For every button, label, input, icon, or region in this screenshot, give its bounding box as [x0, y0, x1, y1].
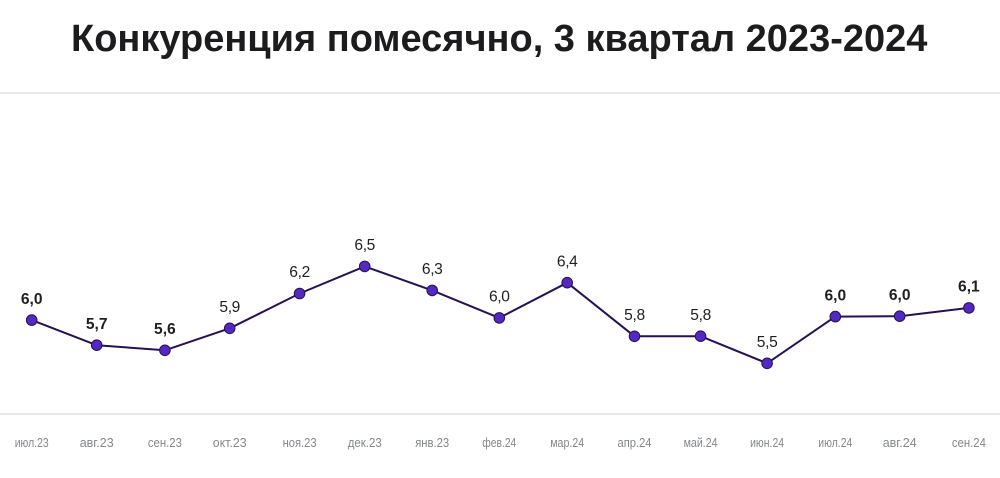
svg-text:6,4: 6,4 — [557, 253, 578, 270]
svg-text:6,3: 6,3 — [422, 261, 443, 278]
svg-text:6,0: 6,0 — [889, 287, 911, 304]
svg-text:сен.23: сен.23 — [148, 436, 182, 450]
svg-text:апр.24: апр.24 — [618, 436, 652, 450]
svg-text:6,1: 6,1 — [958, 279, 980, 296]
svg-text:май.24: май.24 — [684, 436, 718, 450]
svg-text:мар.24: мар.24 — [550, 436, 584, 450]
svg-text:дек.23: дек.23 — [348, 436, 382, 450]
svg-text:5,5: 5,5 — [757, 334, 778, 351]
svg-text:янв.23: янв.23 — [415, 436, 449, 450]
svg-text:6,2: 6,2 — [289, 264, 310, 281]
svg-text:6,5: 6,5 — [354, 237, 375, 254]
svg-text:6,0: 6,0 — [489, 289, 510, 306]
svg-text:сен.24: сен.24 — [952, 436, 986, 450]
svg-text:5,8: 5,8 — [624, 307, 645, 324]
svg-text:6,0: 6,0 — [824, 287, 846, 304]
svg-text:ноя.23: ноя.23 — [283, 436, 317, 450]
svg-text:окт.23: окт.23 — [213, 436, 247, 450]
svg-text:авг.23: авг.23 — [80, 436, 114, 450]
svg-text:5,6: 5,6 — [154, 321, 176, 338]
svg-text:июн.24: июн.24 — [750, 436, 784, 450]
svg-text:5,8: 5,8 — [690, 307, 711, 324]
svg-text:июл.24: июл.24 — [818, 436, 852, 450]
svg-text:5,9: 5,9 — [219, 299, 240, 316]
svg-text:фев.24: фев.24 — [482, 436, 516, 450]
svg-text:6,0: 6,0 — [21, 291, 43, 308]
svg-text:авг.24: авг.24 — [883, 436, 917, 450]
svg-text:июл.23: июл.23 — [15, 436, 49, 450]
svg-text:5,7: 5,7 — [86, 316, 108, 333]
